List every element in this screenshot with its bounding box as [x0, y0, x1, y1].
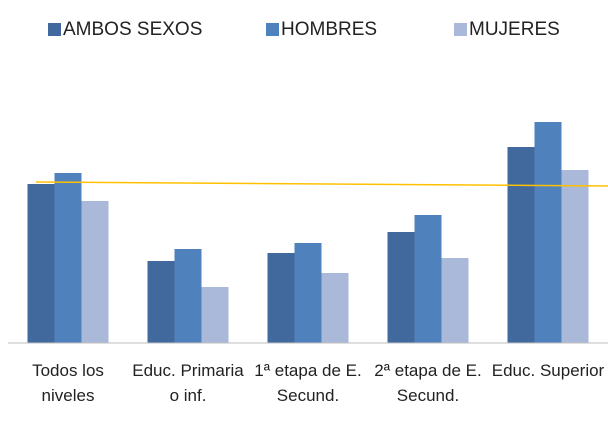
legend-swatch [266, 23, 279, 36]
legend-label: HOMBRES [281, 19, 377, 40]
legend-swatch [454, 23, 467, 36]
legend-label: MUJERES [469, 19, 560, 40]
bar [507, 147, 535, 343]
bar [561, 170, 589, 343]
bar [534, 122, 562, 343]
bar [414, 215, 442, 343]
bar [27, 184, 55, 343]
legend-swatch [48, 23, 61, 36]
bar [294, 243, 322, 343]
bar [387, 232, 415, 343]
bar [147, 261, 175, 343]
legend-label: AMBOS SEXOS [63, 19, 202, 40]
bar [321, 273, 349, 343]
x-tick-label: 2ª etapa de E. Secund. [374, 361, 482, 405]
x-tick-label: Educ. Superior [491, 361, 605, 380]
bar [81, 201, 109, 343]
bar [267, 253, 295, 343]
x-tick-label: 1ª etapa de E. Secund. [254, 361, 362, 405]
x-tick-label: Todos los niveles [32, 361, 104, 405]
bar [54, 173, 82, 343]
bar [441, 258, 469, 343]
bar [174, 249, 202, 343]
x-tick-label: Educ. Primaria o inf. [132, 361, 244, 405]
bar [201, 287, 229, 343]
trend-line [35, 181, 608, 187]
